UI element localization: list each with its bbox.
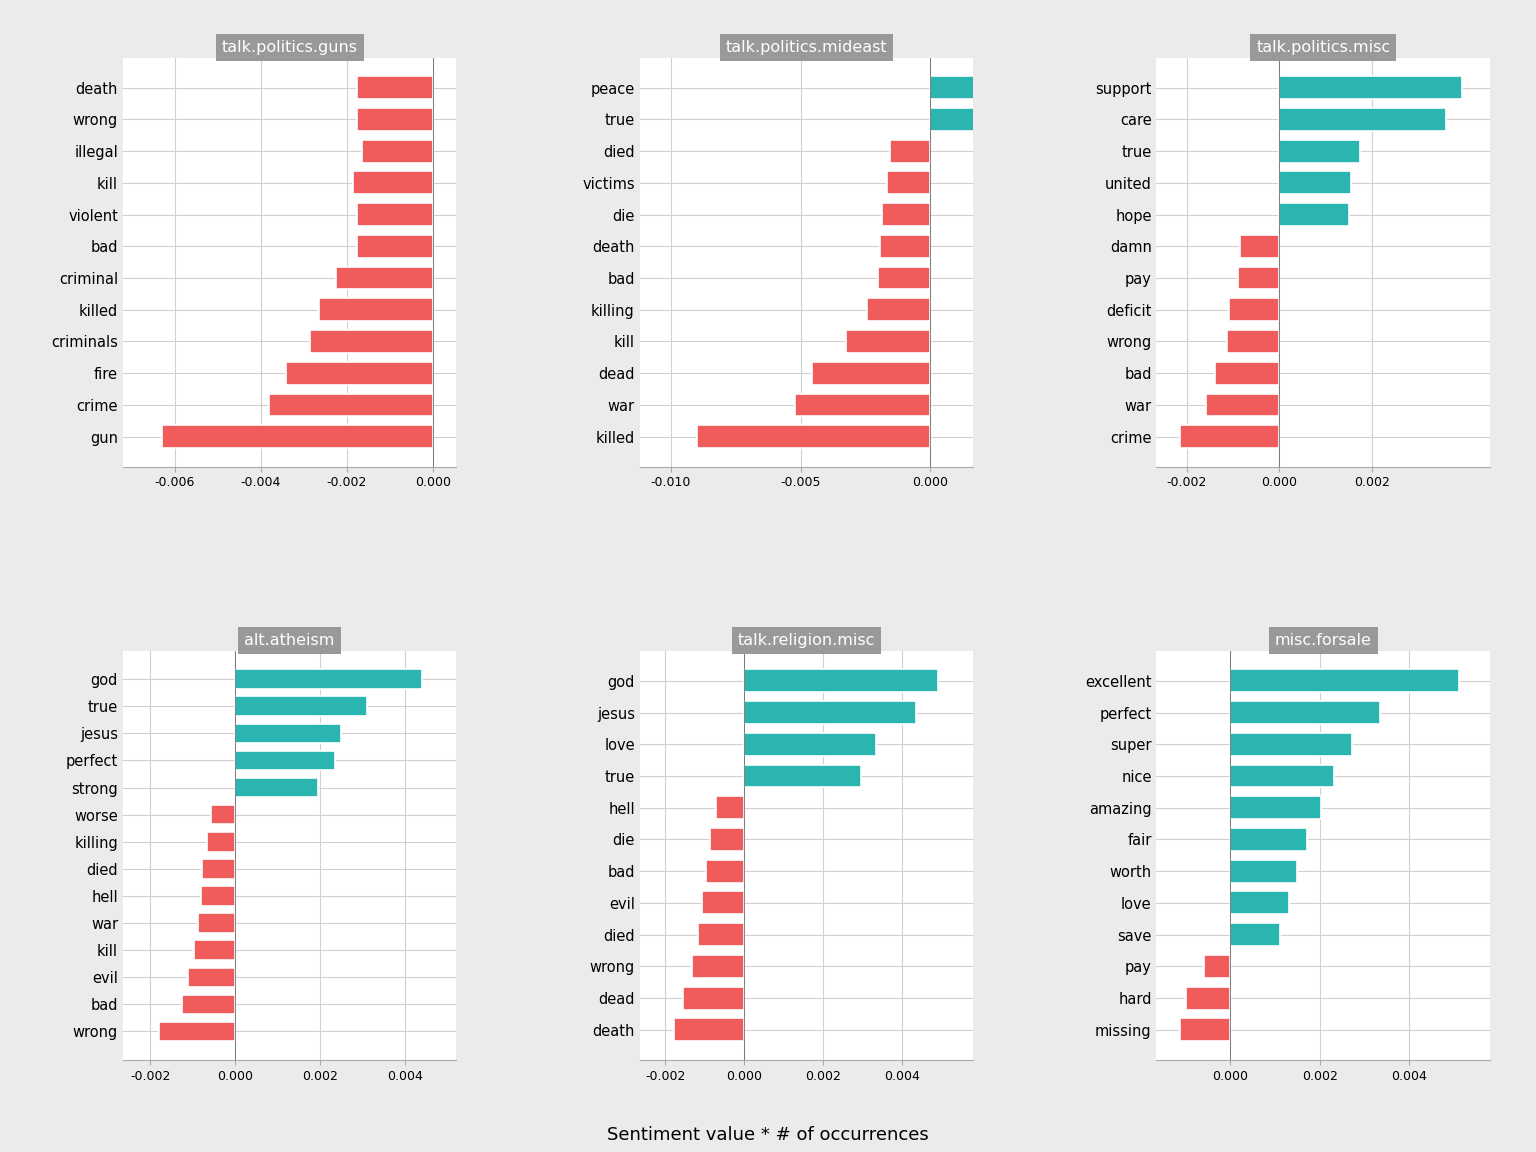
Bar <box>697 923 745 946</box>
Bar <box>161 425 433 448</box>
Bar <box>684 986 745 1009</box>
Bar <box>286 362 433 385</box>
Bar <box>880 235 931 258</box>
Bar <box>358 203 433 226</box>
Bar <box>358 108 433 131</box>
Text: Sentiment value * # of occurrences: Sentiment value * # of occurrences <box>607 1126 929 1144</box>
Bar <box>1279 76 1462 99</box>
Bar <box>745 669 937 692</box>
Bar <box>336 266 433 289</box>
Bar <box>361 139 433 162</box>
Bar <box>358 235 433 258</box>
Bar <box>882 203 931 226</box>
Bar <box>889 139 931 162</box>
Bar <box>318 298 433 321</box>
Bar <box>235 778 318 797</box>
Bar <box>310 329 433 353</box>
Bar <box>1215 362 1279 385</box>
Bar <box>235 669 422 689</box>
Bar <box>745 702 915 723</box>
Bar <box>879 266 931 289</box>
Bar <box>702 892 745 915</box>
Bar <box>1279 203 1349 226</box>
Bar <box>160 1022 235 1041</box>
Title: talk.politics.misc: talk.politics.misc <box>1256 40 1390 55</box>
Bar <box>1227 329 1279 353</box>
Bar <box>710 828 745 851</box>
Bar <box>1230 892 1289 915</box>
Bar <box>1279 172 1352 195</box>
Bar <box>358 76 433 99</box>
Bar <box>1230 733 1352 756</box>
Bar <box>745 733 877 756</box>
Bar <box>1180 425 1279 448</box>
Bar <box>1180 1018 1230 1041</box>
Bar <box>674 1018 745 1041</box>
Bar <box>194 940 235 960</box>
Bar <box>1230 702 1381 723</box>
Bar <box>1204 955 1230 978</box>
Bar <box>201 886 235 905</box>
Bar <box>235 723 341 743</box>
Bar <box>1230 923 1281 946</box>
Bar <box>235 697 367 717</box>
Bar <box>1230 796 1321 819</box>
Bar <box>1229 298 1279 321</box>
Bar <box>353 172 433 195</box>
Bar <box>1230 859 1296 882</box>
Bar <box>1230 765 1335 788</box>
Title: talk.politics.mideast: talk.politics.mideast <box>725 40 888 55</box>
Bar <box>203 859 235 879</box>
Bar <box>846 329 931 353</box>
Title: talk.religion.misc: talk.religion.misc <box>737 634 876 649</box>
Bar <box>1186 986 1230 1009</box>
Bar <box>198 914 235 933</box>
Bar <box>1230 828 1307 851</box>
Bar <box>269 394 433 416</box>
Bar <box>796 394 931 416</box>
Bar <box>1230 669 1459 692</box>
Bar <box>745 765 860 788</box>
Bar <box>1240 235 1279 258</box>
Title: alt.atheism: alt.atheism <box>244 634 335 649</box>
Bar <box>187 968 235 987</box>
Bar <box>1279 108 1445 131</box>
Bar <box>693 955 745 978</box>
Title: misc.forsale: misc.forsale <box>1275 634 1372 649</box>
Bar <box>931 108 1029 131</box>
Bar <box>716 796 745 819</box>
Bar <box>1238 266 1279 289</box>
Bar <box>931 76 1071 99</box>
Bar <box>1279 139 1361 162</box>
Bar <box>206 832 235 851</box>
Bar <box>697 425 931 448</box>
Bar <box>210 805 235 825</box>
Bar <box>705 859 745 882</box>
Title: talk.politics.guns: talk.politics.guns <box>221 40 358 55</box>
Bar <box>235 751 335 771</box>
Bar <box>183 994 235 1014</box>
Bar <box>866 298 931 321</box>
Bar <box>813 362 931 385</box>
Bar <box>1206 394 1279 416</box>
Bar <box>888 172 931 195</box>
